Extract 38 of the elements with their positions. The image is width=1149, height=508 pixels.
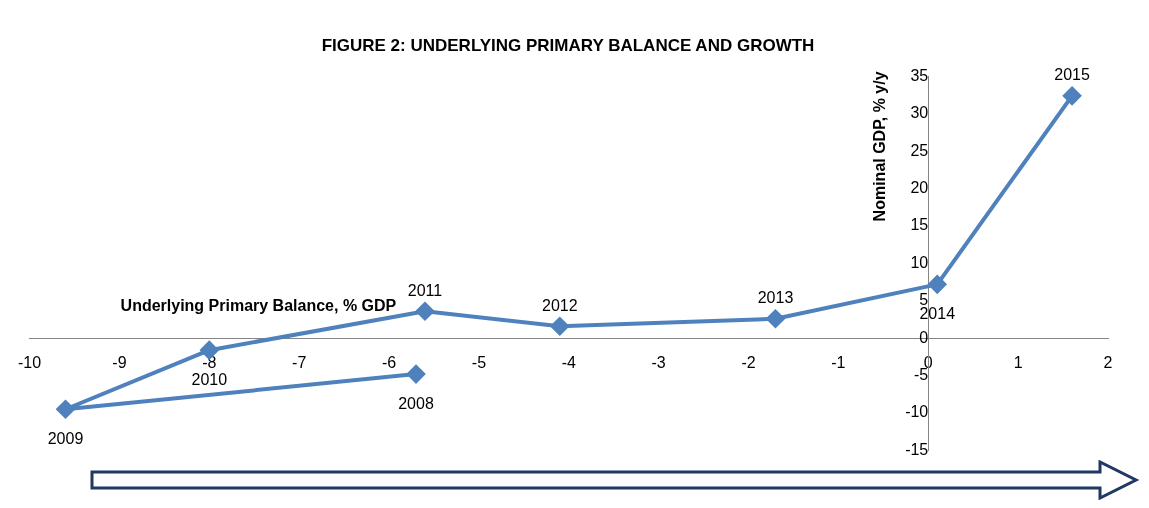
x-tick-label: -10 [18,354,42,372]
x-tick-label: 1 [1013,354,1023,372]
x-tick-label: -3 [651,354,666,372]
annotation: 2011 [407,281,443,299]
y-tick-label: -15 [905,440,929,458]
x-tick-label: -5 [471,354,487,372]
y-tick-label: -10 [905,403,929,421]
annotation: 2015 [1054,66,1090,84]
point [550,317,569,336]
point [415,302,434,321]
x-tick-label: -7 [292,354,307,372]
x-tick-label: -6 [381,354,397,372]
annotation: 2008 [398,394,434,412]
point [766,309,785,328]
y-tick-label: 25 [910,141,929,159]
point [56,400,75,419]
x-axis-title: Underlying Primary Balance, % GDP [120,296,397,314]
y-tick-label: 30 [910,104,929,122]
x-tick-label: -2 [741,354,756,372]
x-tick-label: -9 [112,354,127,372]
y-axis-title: Nominal GDP, % y/y [870,71,888,222]
point [928,275,947,294]
y-tick-label: 15 [910,216,929,234]
y-tick-label: 35 [910,66,929,84]
annotation: 2014 [919,304,956,322]
annotation: 2012 [542,296,578,314]
point [407,365,425,384]
annotation: 2013 [757,289,794,307]
y-tick-label: 10 [910,253,929,271]
chart-title: FIGURE 2: UNDERLYING PRIMARY BALANCE AND GROWTH [321,35,815,55]
x-tick-label: 2 [1103,354,1113,372]
y-tick-label: 0 [919,328,929,346]
x-tick-label: -4 [561,354,576,372]
y-tick-label: 20 [910,179,929,197]
annotation: 2009 [47,429,84,447]
annotation: 2010 [191,370,228,388]
x-tick-label: -1 [831,354,846,372]
point [1063,86,1082,105]
